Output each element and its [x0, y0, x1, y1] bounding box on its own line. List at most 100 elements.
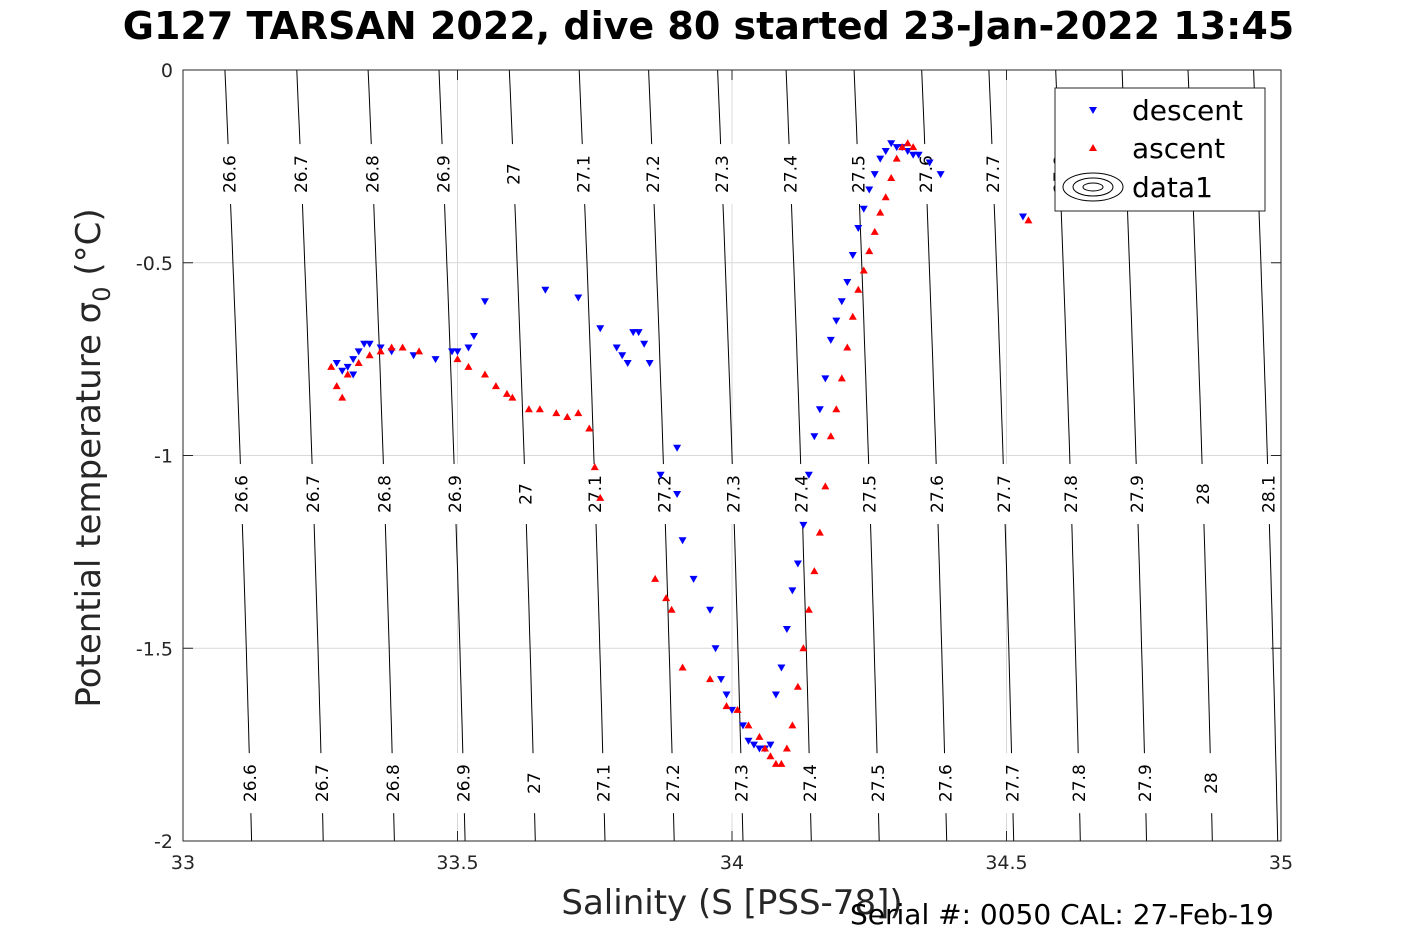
descent-point	[541, 286, 550, 294]
descent-point	[453, 348, 462, 356]
ascent-point	[826, 432, 835, 440]
ascent-point	[892, 154, 901, 162]
y-tick-label: -2	[154, 831, 173, 853]
contour-label: 27.7	[984, 155, 1004, 193]
descent-point	[738, 722, 747, 730]
y-axis-label: Potential temperature σ0 (°C)	[69, 208, 116, 707]
descent-point	[717, 676, 726, 684]
ascent-point	[793, 682, 802, 690]
descent-point	[1018, 213, 1027, 221]
ascent-point	[771, 759, 780, 767]
legend-label: descent	[1132, 94, 1243, 127]
descent-point	[645, 359, 654, 367]
contour-label: 27.2	[655, 475, 675, 513]
contour-label: 27.8	[1062, 475, 1082, 513]
contour-label: 27.3	[724, 475, 744, 513]
ascent-point	[453, 355, 462, 363]
descent-point	[881, 147, 890, 155]
descent-point	[596, 325, 605, 333]
legend-contour-icon	[1072, 177, 1114, 197]
ascent-point	[760, 744, 769, 752]
ascent-point	[585, 424, 594, 432]
ascent-point	[535, 405, 544, 413]
data-points	[327, 139, 1033, 767]
descent-point	[821, 375, 830, 383]
chart-title: G127 TARSAN 2022, dive 80 started 23-Jan…	[122, 4, 1295, 48]
contour-label-bg	[797, 753, 822, 814]
contour-label-bg	[217, 144, 242, 205]
contour-label-bg	[846, 144, 871, 205]
x-tick-label: 33	[171, 852, 195, 874]
ascent-point	[898, 143, 907, 151]
contour-label: 26.7	[304, 475, 324, 513]
contour-label-bg	[1133, 753, 1158, 814]
ascent-point	[777, 759, 786, 767]
ascent-point	[1024, 216, 1033, 224]
contour-label-bg	[443, 464, 468, 525]
descent-point	[448, 348, 457, 356]
contour-label: 27.3	[733, 764, 753, 802]
contour-label-bg	[238, 753, 263, 814]
contour-label-bg	[1198, 753, 1223, 814]
descent-point	[859, 205, 868, 213]
contour-label-bg	[925, 464, 950, 525]
descent-point	[832, 317, 841, 325]
ascent-point	[887, 173, 896, 181]
contour-label-bg	[521, 753, 546, 814]
contour-label-bg	[309, 753, 334, 814]
contour-label: 27	[505, 163, 525, 185]
contour-label: 26.6	[232, 475, 252, 513]
ascent-point	[464, 362, 473, 370]
ascent-point	[804, 605, 813, 613]
descent-point	[848, 252, 857, 260]
descent-point	[843, 279, 852, 287]
contour-label-bg	[431, 144, 456, 205]
contour-label-bg	[1066, 753, 1091, 814]
contour-label: 27.2	[664, 764, 684, 802]
descent-point	[574, 294, 583, 302]
x-axis-ticks: 33 33.5 34 34.5 35	[171, 70, 1293, 874]
descent-point	[936, 171, 945, 179]
descent-point	[678, 537, 687, 545]
contour-label-bg	[451, 753, 476, 814]
ascent-point	[365, 351, 374, 359]
descent-point	[771, 691, 780, 699]
ascent-point	[667, 605, 676, 613]
ascent-point	[651, 574, 660, 582]
contour-label-bg	[513, 464, 538, 525]
descent-point	[360, 340, 369, 348]
descent-point	[722, 691, 731, 699]
descent-point	[349, 371, 358, 379]
x-tick-label: 34	[720, 852, 744, 874]
contour-label-bg	[778, 144, 803, 205]
ascent-point	[552, 409, 561, 417]
ascent-point	[491, 382, 500, 390]
contour-label: 28.1	[1259, 475, 1279, 513]
descent-point	[656, 471, 665, 479]
contour-label-bg	[1125, 464, 1150, 525]
descent-point	[673, 491, 682, 499]
ascent-point	[815, 528, 824, 536]
descent-point	[354, 348, 363, 356]
x-tick-label: 34.5	[985, 852, 1027, 874]
contour-label: 28	[1202, 772, 1222, 794]
legend-contour-icon	[1082, 182, 1104, 192]
descent-point	[640, 340, 649, 348]
descent-point	[629, 329, 638, 337]
descent-point	[799, 521, 808, 529]
contour-label: 27.2	[644, 155, 664, 193]
contour-label-bg	[721, 464, 746, 525]
descent-point	[744, 737, 753, 745]
descent-point	[480, 298, 489, 306]
contour-label: 27.5	[869, 764, 889, 802]
ascent-point	[821, 482, 830, 490]
ascent-point	[678, 663, 687, 671]
descent-point	[431, 356, 440, 364]
contour-label-bg	[229, 464, 254, 525]
ascent-point	[338, 393, 347, 401]
ascent-point	[788, 721, 797, 729]
y-axis-ticks: 0 -0.5 -1 -1.5 -2	[136, 60, 1281, 853]
ascent-point	[706, 675, 715, 683]
ascent-point	[327, 362, 336, 370]
